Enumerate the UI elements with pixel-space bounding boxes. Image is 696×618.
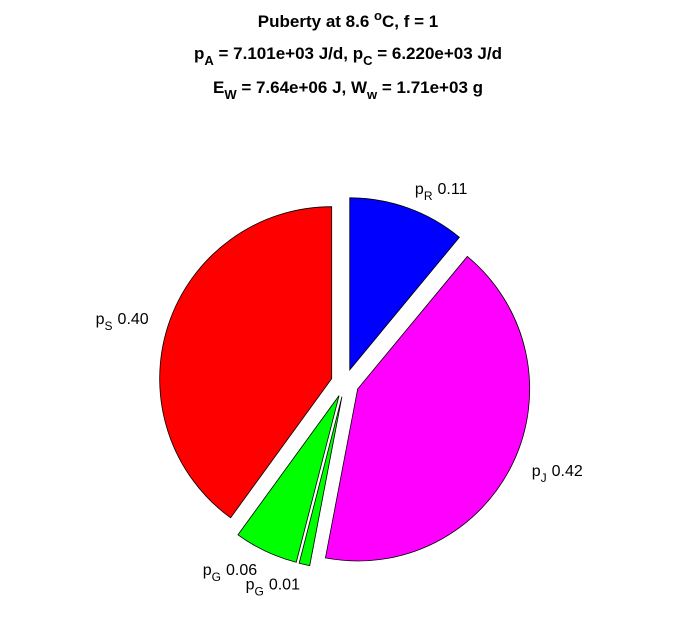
pie-slice: [298, 396, 343, 567]
title-line: Puberty at 8.6 oC, f = 1: [258, 8, 438, 31]
slice-label-value: 0.06: [226, 562, 257, 579]
title-segment: p: [194, 44, 204, 63]
slice-label-name: p: [415, 181, 424, 198]
slice-label-subscript: S: [105, 319, 113, 333]
slice-label: pJ 0.42: [532, 463, 583, 485]
title-segment: o: [374, 8, 382, 23]
slice-label-subscript: R: [424, 189, 433, 203]
title-line: EW = 7.64e+06 J, Ww = 1.71e+03 g: [213, 78, 483, 102]
pie-slice: [237, 395, 340, 563]
slice-label: pR 0.11: [415, 181, 468, 203]
slice-label-value: 0.11: [437, 181, 467, 198]
title-segment: = 7.64e+06 J, W: [237, 78, 368, 97]
slice-label-name: p: [96, 311, 105, 328]
pie-slice: [324, 255, 531, 562]
slice-label-name: p: [532, 463, 541, 480]
slice-label: pS 0.40: [96, 311, 149, 333]
slice-label: pG 0.01: [246, 576, 300, 598]
slice-label-value: 0.01: [269, 576, 300, 593]
title-segment: A: [204, 53, 214, 68]
slice-label-value: 0.40: [118, 311, 149, 328]
slice-label-name: p: [203, 562, 212, 579]
title-line: pA = 7.101e+03 J/d, pC = 6.220e+03 J/d: [194, 44, 502, 68]
slice-label-subscript: G: [212, 570, 221, 584]
title-segment: = 7.101e+03 J/d, p: [214, 44, 363, 63]
title-segment: W: [224, 87, 237, 102]
slice-label: pG 0.06: [203, 562, 257, 584]
slice-label-subscript: J: [541, 471, 547, 485]
title-segment: w: [366, 87, 378, 102]
chart-title: Puberty at 8.6 oC, f = 1 pA = 7.101e+03 J…: [194, 8, 502, 102]
title-segment: C: [363, 53, 373, 68]
slice-label-name: p: [246, 576, 255, 593]
title-segment: = 6.220e+03 J/d: [373, 44, 503, 63]
title-segment: E: [213, 78, 224, 97]
title-segment: Puberty at 8.6: [258, 12, 374, 31]
title-segment: = 1.71e+03 g: [377, 78, 483, 97]
slice-label-value: 0.42: [552, 463, 583, 480]
pie-slice: [349, 197, 460, 371]
pie-slice: [159, 206, 333, 519]
title-segment: C, f = 1: [382, 12, 438, 31]
slice-label-subscript: G: [254, 584, 263, 598]
